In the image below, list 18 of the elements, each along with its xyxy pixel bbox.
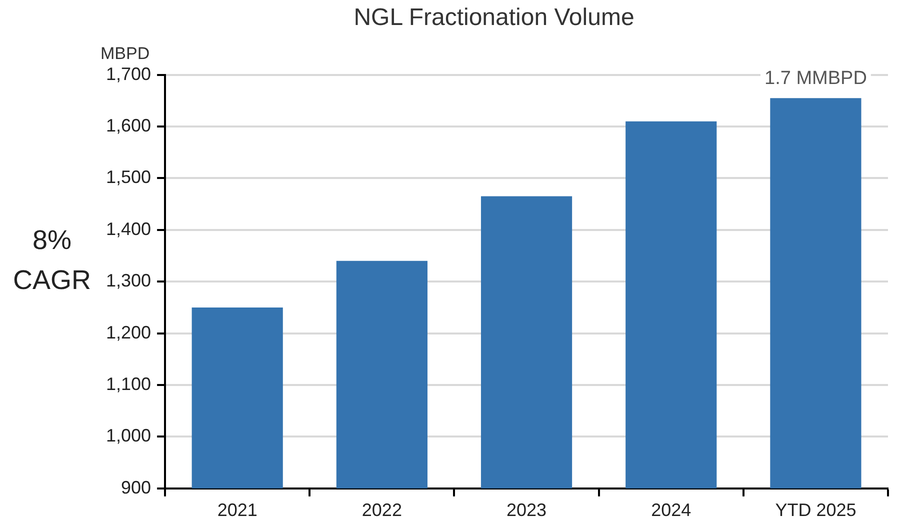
y-tick-label: 1,400: [106, 218, 152, 239]
x-tick-label: 2023: [506, 500, 547, 520]
x-tick-label: 2022: [362, 500, 402, 520]
y-tick-label: 1,000: [106, 426, 152, 446]
text: 8% CAGR: [12, 225, 92, 296]
annotation: 1.7 MMBPD: [764, 68, 867, 89]
x-tick-label: YTD 2025: [775, 500, 856, 520]
y-tick-label: 1,300: [106, 270, 152, 291]
y-tick-label: 1,200: [106, 322, 152, 342]
y-tick-label: 1,600: [106, 115, 152, 136]
y-axis-title: MBPD: [100, 44, 150, 63]
y-tick-label: 900: [120, 477, 152, 498]
y-tick-label: 1,500: [106, 167, 152, 188]
y-tick-label: 1,100: [106, 374, 152, 394]
x-tick-label: 2024: [651, 500, 692, 520]
x-tick-label: 2021: [217, 500, 258, 520]
chart-title: NGL Fractionation Volume: [354, 4, 634, 32]
y-tick-label: 1,700: [106, 64, 152, 84]
